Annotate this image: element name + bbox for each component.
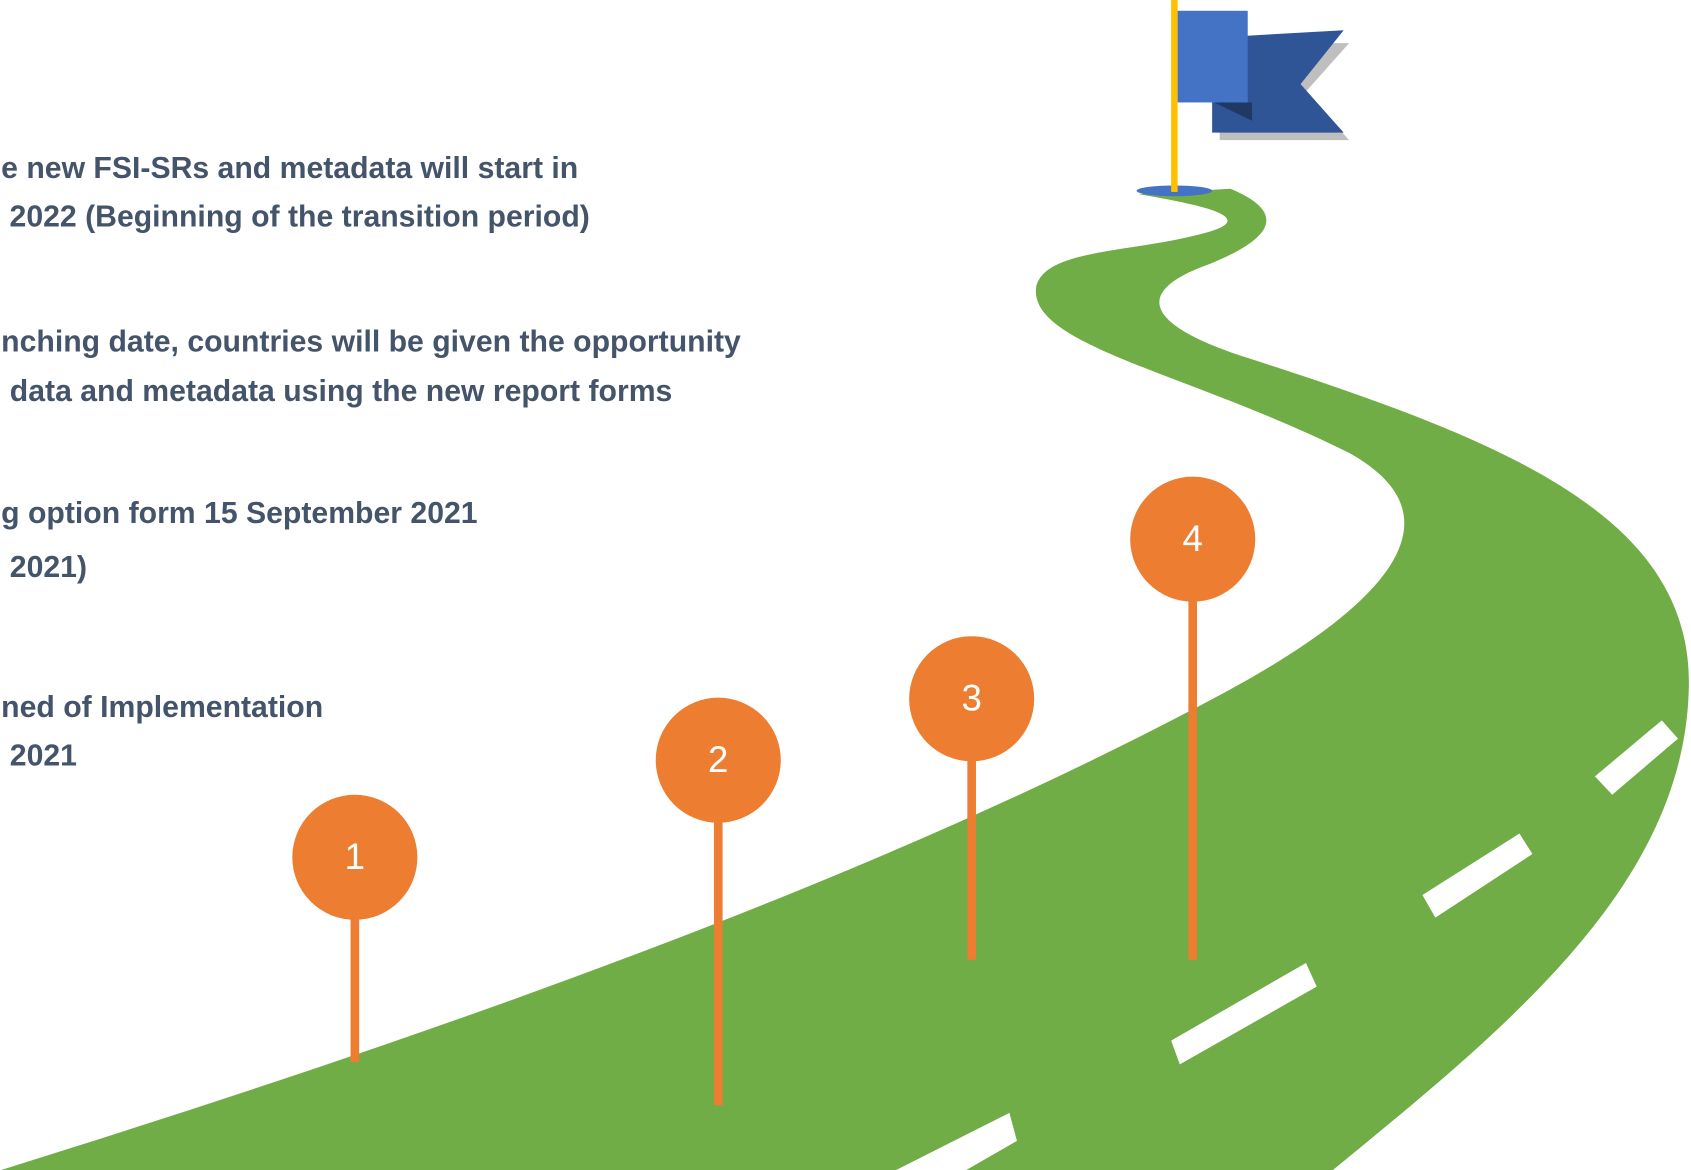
step-text: e new FSI-SRs and metadata will start in (1, 152, 578, 185)
pins: 1 2 3 4 (292, 476, 1256, 1106)
road (1, 188, 1689, 1170)
pin-number: 2 (708, 739, 728, 780)
dash (1594, 720, 1678, 795)
step-text: ned of Implementation (1, 691, 323, 724)
step-text: data and metadata using the new report f… (10, 375, 673, 408)
pin-stem (967, 698, 976, 960)
step-text: 2022 (Beginning of the transition period… (1, 200, 590, 233)
step-text: g option form 15 September 2021 (1, 497, 477, 530)
step-text: 2021) (10, 551, 87, 584)
pin-number: 1 (345, 836, 365, 877)
pin-stem (713, 760, 723, 1106)
step-texts: ned of Implementation 2021 g option form 1… (1, 152, 741, 773)
dash (896, 1112, 1017, 1170)
pin-head (655, 697, 781, 823)
pin-number: 3 (961, 678, 981, 719)
flag-pole (1171, 0, 1178, 192)
flag-cloth (1177, 10, 1248, 103)
pin-number: 4 (1183, 518, 1203, 559)
pin-head (1130, 476, 1256, 602)
pin-head (292, 794, 418, 920)
road-dashes (896, 720, 1678, 1170)
pin-stem (1188, 539, 1198, 960)
step-text: 2021 (10, 740, 77, 773)
step-text: nching date, countries will be given the… (1, 326, 741, 359)
flag (1136, 0, 1350, 197)
dash (1422, 833, 1533, 918)
dash (1171, 962, 1317, 1065)
pin-head (909, 636, 1035, 762)
pin-stem (350, 857, 360, 1063)
